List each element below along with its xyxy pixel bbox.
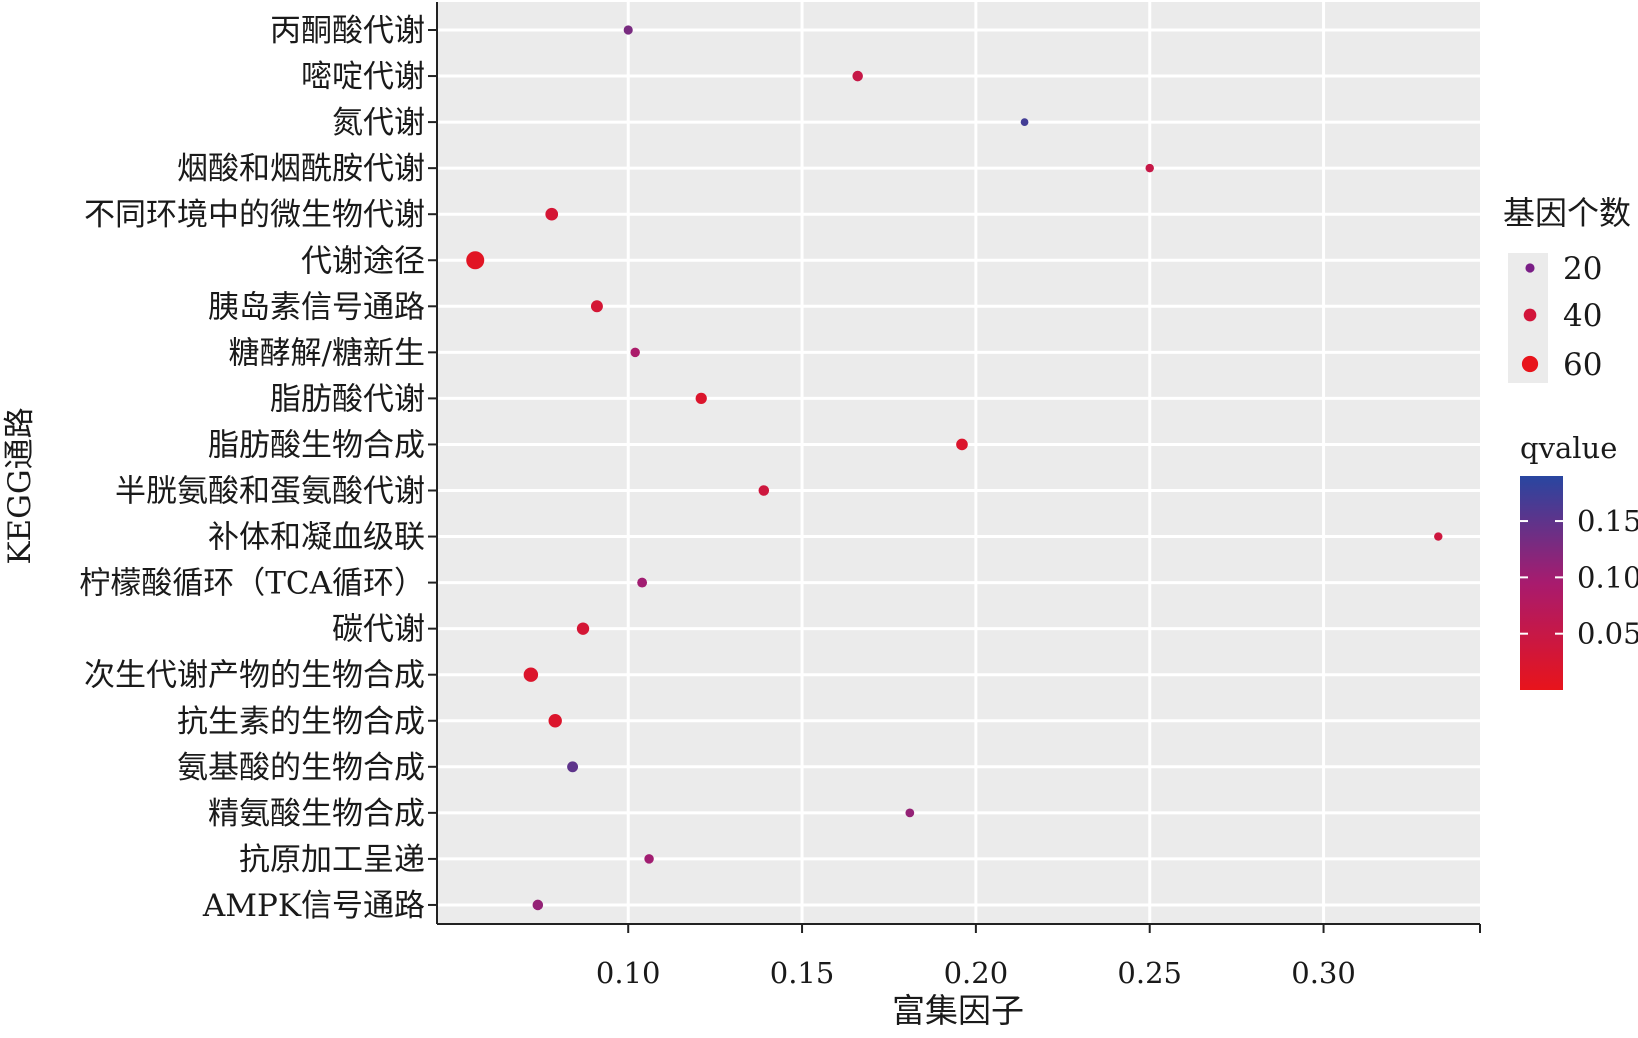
color-legend-label: 0.05 — [1577, 617, 1638, 651]
x-tick-label: 0.10 — [596, 956, 661, 990]
data-point — [548, 714, 562, 728]
data-point — [758, 485, 770, 496]
data-point — [1145, 163, 1154, 173]
size-legend-dot — [1525, 263, 1535, 273]
y-tick-label: 烟酸和烟酰胺代谢 — [177, 151, 425, 187]
plot-panel — [437, 2, 1480, 924]
color-legend-label: 0.10 — [1577, 560, 1638, 594]
data-point — [644, 854, 654, 864]
y-tick-label: AMPK信号通路 — [202, 888, 425, 924]
color-legend-title: qvalue — [1520, 431, 1617, 465]
data-point — [637, 577, 648, 588]
size-legend-label: 20 — [1563, 251, 1602, 287]
y-tick-label: 碳代谢 — [332, 612, 425, 648]
y-tick-label: 代谢途径 — [301, 243, 425, 279]
x-tick-label: 0.15 — [770, 956, 835, 990]
data-point — [567, 761, 579, 773]
data-point — [1434, 532, 1443, 541]
y-tick-label: 抗原加工呈递 — [239, 842, 425, 878]
data-point — [956, 438, 968, 451]
x-axis-title: 富集因子 — [892, 991, 1024, 1030]
y-tick-label: 糖酵解/糖新生 — [229, 335, 425, 371]
y-axis-title: KEGG通路 — [2, 407, 38, 564]
data-point — [523, 667, 539, 682]
data-point — [576, 622, 590, 635]
y-tick-label: 脂肪酸生物合成 — [208, 427, 425, 463]
size-legend-label: 40 — [1563, 298, 1602, 334]
size-legend-items: 20 40 60 — [1521, 251, 1602, 383]
y-tick-label: 丙酮酸代谢 — [270, 13, 425, 49]
y-tick-label: 抗生素的生物合成 — [177, 704, 425, 740]
data-point — [623, 25, 633, 35]
data-point — [466, 251, 485, 270]
y-tick-label: 半胱氨酸和蛋氨酸代谢 — [115, 474, 425, 510]
size-legend-label: 60 — [1563, 347, 1602, 383]
color-legend: qvalue 0.05 0.10 0.15 — [1520, 431, 1638, 690]
size-legend-dot — [1521, 355, 1539, 373]
y-tick-label: 柠檬酸循环（TCA循环） — [79, 566, 425, 602]
data-point — [905, 808, 915, 818]
axes: 0.10 0.15 0.20 0.25 0.30 丙酮酸代谢嘧啶代谢氮代谢烟酸和烟酰胺代谢… — [79, 2, 1481, 990]
y-tick-label: 脂肪酸代谢 — [270, 381, 425, 417]
data-point — [695, 392, 707, 405]
y-tick-label: 胰岛素信号通路 — [208, 289, 425, 325]
data-point — [545, 207, 559, 221]
y-tick-label: 精氨酸生物合成 — [208, 796, 425, 832]
data-point — [590, 300, 603, 313]
color-legend-label: 0.15 — [1577, 504, 1638, 538]
size-legend-title: 基因个数 — [1503, 194, 1631, 232]
y-tick-label: 氨基酸的生物合成 — [177, 750, 425, 786]
size-legend-dot — [1523, 308, 1537, 322]
y-tick-label: 氮代谢 — [332, 105, 425, 141]
data-point — [852, 70, 863, 82]
color-bar — [1520, 476, 1563, 690]
data-points — [466, 25, 1443, 911]
data-point — [1020, 118, 1029, 126]
color-legend-ticks: 0.05 0.10 0.15 — [1520, 504, 1638, 651]
y-tick-label: 补体和凝血级联 — [208, 520, 425, 556]
x-tick-label: 0.30 — [1291, 956, 1356, 990]
data-point — [630, 347, 640, 358]
y-tick-label: 不同环境中的微生物代谢 — [84, 197, 425, 233]
data-point — [532, 899, 544, 911]
y-tick-label: 次生代谢产物的生物合成 — [84, 658, 425, 694]
x-tick-label: 0.25 — [1117, 956, 1182, 990]
x-tick-label: 0.20 — [944, 956, 1009, 990]
y-tick-label: 嘧啶代谢 — [301, 59, 425, 95]
size-legend: 基因个数 20 40 60 — [1503, 194, 1631, 383]
